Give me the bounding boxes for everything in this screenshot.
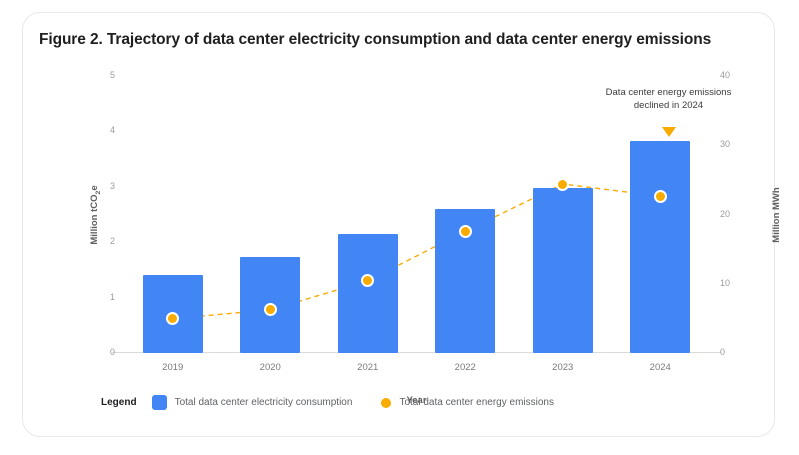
y-axis-right-title: Million MWh <box>771 186 783 243</box>
legend-square-icon <box>151 395 167 410</box>
y-axis-right-tick: 0 <box>720 347 726 357</box>
x-axis-tick-2021: 2021 <box>357 362 379 373</box>
page-title: Figure 2. Trajectory of data center elec… <box>39 31 712 48</box>
data-point-2020[interactable] <box>263 303 277 317</box>
data-point-2022[interactable] <box>458 224 472 238</box>
y-axis-left-tick: 1 <box>109 291 115 302</box>
legend-label-electricity: Total data center electricity consumptio… <box>174 397 353 408</box>
data-point-2024[interactable] <box>653 189 667 203</box>
legend-dot-icon <box>381 397 392 408</box>
x-axis-title: Year <box>406 395 427 406</box>
y-axis-right-tick: 30 <box>720 139 731 150</box>
down-triangle-icon <box>662 127 676 137</box>
x-axis-tick-2019: 2019 <box>162 362 184 373</box>
y-axis-left-tick: 3 <box>109 180 115 191</box>
y-axis-left-tick: 5 <box>109 70 115 80</box>
y-axis-right-tick: 40 <box>720 70 731 80</box>
legend: Legend Total data center electricity con… <box>101 395 576 410</box>
legend-item-emissions: Total data center energy emissions <box>381 397 576 408</box>
y-axis-right-tick: 20 <box>720 208 731 219</box>
y-axis-left-title: Million tCO2e <box>89 184 103 245</box>
y-axis-left-tick: 4 <box>109 125 115 136</box>
y-axis-right-tick: 10 <box>720 277 731 288</box>
annotation-text: Data center energy emissions declined in… <box>605 87 732 111</box>
x-axis-tick-2020: 2020 <box>259 362 281 373</box>
bar-2024[interactable] <box>630 141 691 353</box>
legend-title: Legend <box>101 397 137 408</box>
x-axis-tick-2022: 2022 <box>454 362 476 373</box>
data-point-2023[interactable] <box>556 177 570 191</box>
data-point-2019[interactable] <box>166 312 180 326</box>
y-axis-left-tick: 0 <box>109 347 115 357</box>
emissions-trend-line <box>172 183 661 320</box>
legend-label-emissions: Total data center energy emissions <box>399 397 554 408</box>
plot-area: Million tCO2e Million MWh Year 0 1 2 3 4 5 0 10… <box>89 70 782 406</box>
figure-card: Figure 2. Trajectory of data center elec… <box>22 12 782 437</box>
legend-item-electricity: Total data center electricity consumptio… <box>151 395 375 410</box>
data-point-2021[interactable] <box>361 274 375 288</box>
bar-2021[interactable] <box>337 233 398 353</box>
x-axis-line <box>112 351 721 353</box>
x-axis-tick-2024: 2024 <box>649 362 671 373</box>
x-axis-tick-2023: 2023 <box>552 362 574 373</box>
bar-2023[interactable] <box>532 187 593 353</box>
y-axis-left-tick: 2 <box>109 236 115 247</box>
